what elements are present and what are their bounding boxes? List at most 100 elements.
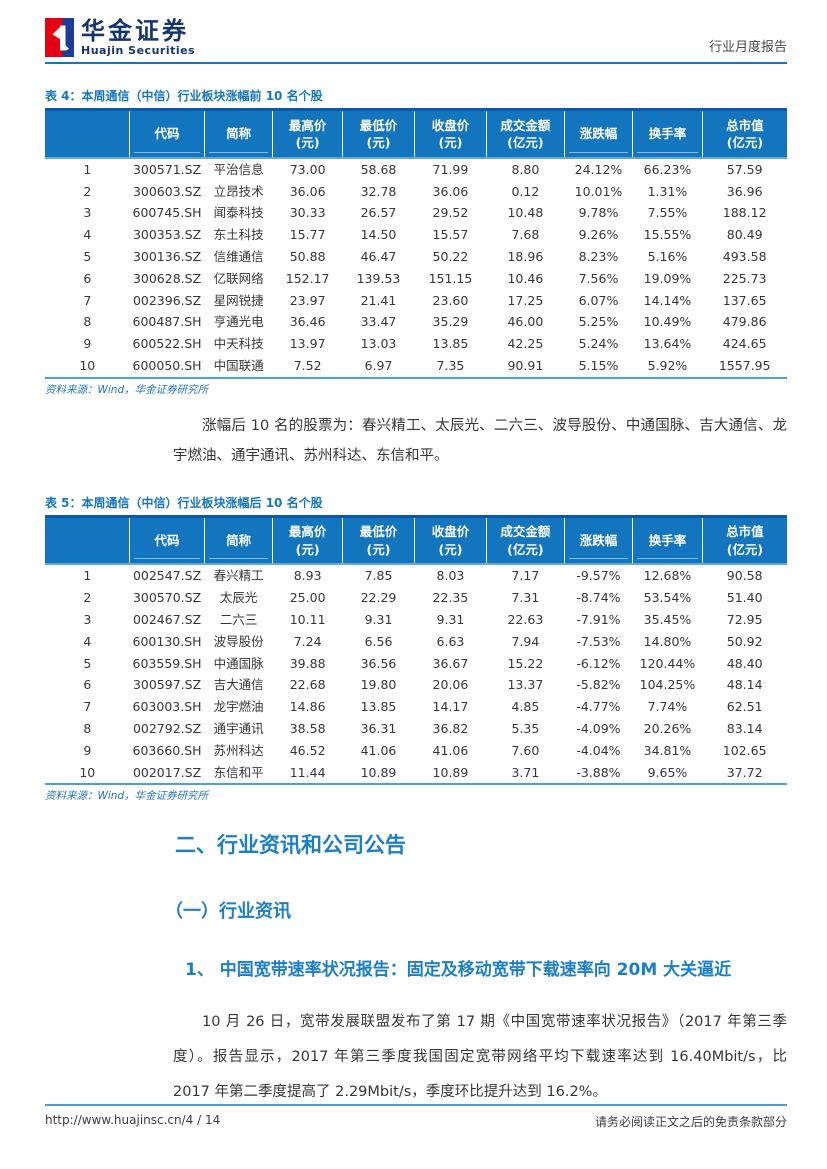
table-row: 9 603660.SH 苏州科达 46.52 41.06 41.06 7.60 -4.04% 3… xyxy=(45,740,787,762)
table-cell: 5.15% xyxy=(578,358,619,374)
table-row: 6 300628.SZ 亿联网络 152.17 139.53 151.15 10.46 7.5… xyxy=(45,268,787,290)
column-header: 成交金额 (亿元) xyxy=(485,109,565,158)
logo-text-cn: 华金证券 xyxy=(81,17,189,45)
table-cell: 90.58 xyxy=(726,568,763,584)
page-header: 华金证券 Huajin Securities 行业月度报告 xyxy=(0,0,827,57)
table-cell: 东信和平 xyxy=(213,764,264,780)
table-cell: 48.14 xyxy=(726,677,763,693)
table-cell: 8.03 xyxy=(436,568,465,584)
table-cell: 中国联通 xyxy=(213,358,264,374)
table-cell: 19.09% xyxy=(643,270,692,286)
table-cell: 10.49% xyxy=(643,314,692,330)
table-cell: 300628.SZ xyxy=(132,270,202,286)
table-cell: 120.44% xyxy=(639,655,696,671)
table-cell: 90.91 xyxy=(507,358,544,374)
table-cell: 300603.SZ xyxy=(132,183,202,199)
table-cell: 8 xyxy=(83,314,92,330)
table-cell: 8.80 xyxy=(511,161,540,177)
column-header: 最高价 (元) xyxy=(272,516,343,565)
table-cell: 15.55% xyxy=(643,227,692,243)
table-cell: 137.65 xyxy=(722,292,767,308)
table-cell: 10 xyxy=(79,764,96,780)
table-cell: 104.25% xyxy=(639,677,696,693)
column-header: 最低价 (元) xyxy=(342,109,415,158)
table-cell: -5.82% xyxy=(576,677,621,693)
table-cell: 002467.SZ xyxy=(132,611,202,627)
table-cell: 7 xyxy=(83,699,92,715)
table-cell: 603660.SH xyxy=(132,742,202,758)
table-cell: 中天科技 xyxy=(213,336,264,352)
table-cell: 14.50 xyxy=(360,227,397,243)
table-cell: 3 xyxy=(83,611,92,627)
table-cell: 15.77 xyxy=(289,227,326,243)
table-cell: 26.57 xyxy=(360,205,397,221)
table-cell: 14.80% xyxy=(643,633,692,649)
table-cell: 9.31 xyxy=(364,611,393,627)
table-row: 6 300597.SZ 吉大通信 22.68 19.80 20.06 13.37 -5.82%… xyxy=(45,674,787,696)
table-cell: 0.12 xyxy=(511,183,540,199)
table-cell: 二六三 xyxy=(219,611,258,627)
table-cell: 29.52 xyxy=(432,205,469,221)
table-cell: 22.35 xyxy=(432,590,469,606)
table-cell: 波导股份 xyxy=(213,633,264,649)
table-cell: -3.88% xyxy=(576,764,621,780)
table-cell: 6.07% xyxy=(578,292,619,308)
table-cell: 53.54% xyxy=(643,590,692,606)
table-cell: 22.68 xyxy=(289,677,326,693)
table-cell: 信维通信 xyxy=(213,249,264,265)
table-cell: 300597.SZ xyxy=(132,677,202,693)
table-cell: 5.35 xyxy=(511,720,540,736)
table-cell: 46.00 xyxy=(507,314,544,330)
table-row: 1 300571.SZ 平治信息 73.00 58.68 71.99 8.80 24.12% 6… xyxy=(45,158,787,181)
table5-header: 代码 简称 最高价 (元) 最低价 (元) 收盘价 (元) 成交金额 (亿元) 涨跌幅 换手率… xyxy=(45,516,787,565)
table-cell: 151.15 xyxy=(428,270,473,286)
table-cell: 23.60 xyxy=(432,292,469,308)
table-cell: 通宇通讯 xyxy=(213,720,264,736)
table-cell: 14.86 xyxy=(289,699,326,715)
table-row: 2 300603.SZ 立昂技术 36.06 32.78 36.06 0.12 10.01% 1… xyxy=(45,181,787,203)
table-cell: 36.31 xyxy=(360,720,397,736)
table-cell: 1557.95 xyxy=(718,358,771,374)
table-cell: 7.35 xyxy=(436,358,465,374)
table-cell: 8 xyxy=(83,720,92,736)
column-header: 总市值 (亿元) xyxy=(701,109,787,158)
table-cell: 493.58 xyxy=(722,249,767,265)
table-cell: 10.01% xyxy=(574,183,623,199)
table-row: 9 600522.SH 中天科技 13.97 13.03 13.85 42.25 5.24% 1… xyxy=(45,333,787,355)
table-cell: 17.25 xyxy=(507,292,544,308)
table-cell: 13.97 xyxy=(289,336,326,352)
table-cell: 600130.SH xyxy=(132,633,202,649)
table-cell: 36.06 xyxy=(289,183,326,199)
table-cell: 4.85 xyxy=(511,699,540,715)
table-cell: 13.85 xyxy=(432,336,469,352)
table-cell: 星网锐捷 xyxy=(213,292,264,308)
table-cell: 002017.SZ xyxy=(132,764,202,780)
table-cell: 10.89 xyxy=(360,764,397,780)
table-cell: 48.40 xyxy=(726,655,763,671)
table-cell: 42.25 xyxy=(507,336,544,352)
column-header: 涨跌幅 xyxy=(563,109,633,158)
table-cell: 平治信息 xyxy=(213,161,264,177)
footer-url[interactable]: http://www.huajinsc.cn/ xyxy=(45,1113,186,1127)
table-cell: 37.72 xyxy=(726,764,763,780)
table4-header: 代码 简称 最高价 (元) 最低价 (元) 收盘价 (元) 成交金额 (亿元) 涨跌幅 换手率… xyxy=(45,109,787,158)
column-header: 简称 xyxy=(204,109,273,158)
table-row: 10 002017.SZ 东信和平 11.44 10.89 10.89 3.71 -3.88%… xyxy=(45,762,787,785)
table-cell: 8.23% xyxy=(578,249,619,265)
column-header: 收盘价 (元) xyxy=(413,516,487,565)
huajin-logo: 华金证券 Huajin Securities xyxy=(45,18,195,57)
table-cell: 72.95 xyxy=(726,611,763,627)
table-cell: 35.45% xyxy=(643,611,692,627)
table-cell: 62.51 xyxy=(726,699,763,715)
table-cell: 中通国脉 xyxy=(213,655,264,671)
table-cell: -9.57% xyxy=(576,568,621,584)
table-cell: 龙宇燃油 xyxy=(213,699,264,715)
page-footer: http://www.huajinsc.cn/4 / 14 请务必阅读正文之后的… xyxy=(45,1104,787,1130)
table-cell: 太辰光 xyxy=(219,590,258,606)
table-cell: 5 xyxy=(83,655,92,671)
table-row: 4 600130.SH 波导股份 7.24 6.56 6.63 7.94 -7.53% 14.8… xyxy=(45,631,787,653)
table-row: 10 600050.SH 中国联通 7.52 6.97 7.35 90.91 5.15% 5.9… xyxy=(45,355,787,378)
table-cell: 300353.SZ xyxy=(132,227,202,243)
table-row: 2 300570.SZ 太辰光 25.00 22.29 22.35 7.31 -8.74% 53… xyxy=(45,587,787,609)
table-cell: 6 xyxy=(83,270,92,286)
